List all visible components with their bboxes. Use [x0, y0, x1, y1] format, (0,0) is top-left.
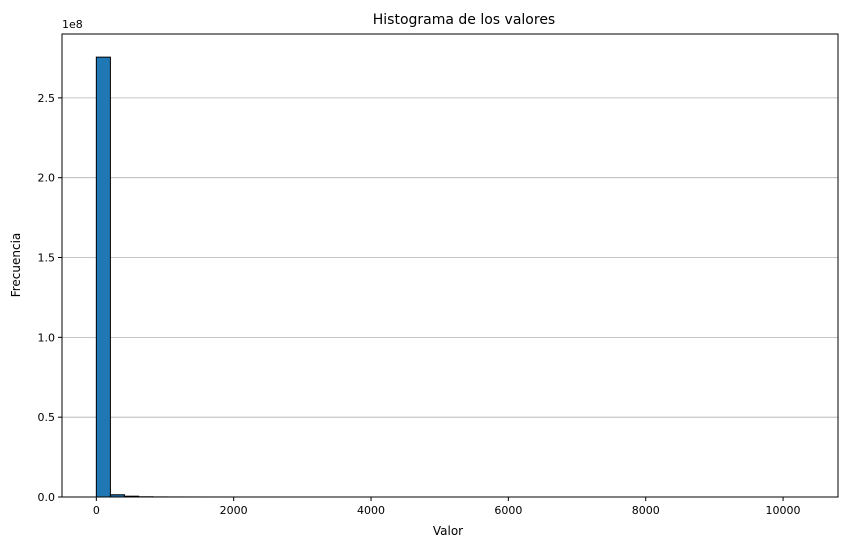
grid-lines [62, 97, 838, 418]
histogram-bar [95, 56, 111, 498]
chart-title: Histograma de los valores [373, 12, 555, 28]
x-tick-label: 2000 [220, 504, 248, 517]
x-tick-label: 6000 [494, 504, 522, 517]
x-axis-ticks: 0 2000 4000 6000 8000 10000 [93, 497, 801, 517]
y-tick-label: 0.0 [38, 491, 56, 504]
y-axis-ticks: 0.0 0.5 1.0 1.5 2.0 2.5 [38, 92, 62, 504]
y-tick-label: 1.5 [38, 252, 56, 265]
y-tick-label: 2.0 [38, 172, 56, 185]
histogram-bars [95, 56, 801, 498]
x-tick-label: 4000 [357, 504, 385, 517]
x-tick-label: 0 [93, 504, 100, 517]
y-tick-label: 1.0 [38, 331, 56, 344]
y-offset-label: 1e8 [62, 18, 83, 31]
x-tick-label: 8000 [632, 504, 660, 517]
x-tick-label: 10000 [766, 504, 801, 517]
x-axis-label: Valor [433, 524, 463, 538]
y-axis-label: Frecuencia [9, 233, 23, 298]
y-tick-label: 0.5 [38, 411, 56, 424]
y-tick-label: 2.5 [38, 92, 56, 105]
plot-frame [61, 33, 839, 498]
